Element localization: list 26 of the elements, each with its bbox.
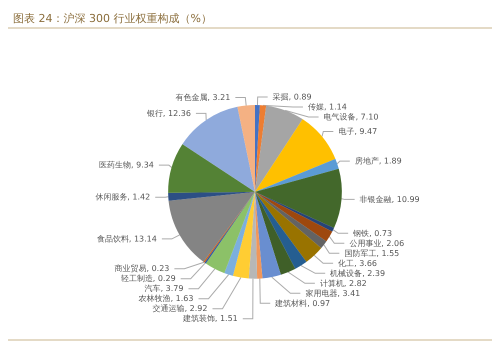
slice-label: 房地产, 1.89 — [354, 156, 402, 166]
slice-label: 食品饮料, 13.14 — [96, 234, 157, 244]
slice-label: 家用电器, 3.41 — [305, 288, 360, 298]
slice-label: 机械设备, 2.39 — [330, 268, 386, 278]
slice-label: 采掘, 0.89 — [272, 92, 312, 102]
slice-label: 休闲服务, 1.42 — [95, 192, 150, 202]
slice-label: 非银金融, 10.99 — [360, 194, 420, 204]
slice-label: 建筑材料, 0.97 — [274, 298, 330, 308]
slice-label: 医药生物, 9.34 — [98, 160, 154, 170]
slice-label: 农林牧渔, 1.63 — [138, 294, 194, 304]
slice-label: 银行, 12.36 — [146, 108, 191, 118]
slice-label: 传媒, 1.14 — [308, 102, 347, 112]
slice-label: 商业贸易, 0.23 — [114, 264, 170, 274]
slice-label: 计算机, 2.82 — [320, 278, 367, 288]
slice-label: 有色金属, 3.21 — [175, 92, 230, 102]
slice-label: 公用事业, 2.06 — [349, 238, 404, 248]
slice-label: 轻工制造, 0.29 — [120, 274, 176, 284]
slice-label: 交通运输, 2.92 — [152, 304, 208, 314]
slice-label: 建筑装饰, 1.51 — [182, 314, 238, 324]
slice-label: 钢铁, 0.73 — [352, 228, 392, 238]
chart-title: 图表 24：沪深 300 行业权重构成（%） — [13, 12, 212, 25]
slice-label: 国防军工, 1.55 — [344, 248, 400, 258]
slice-label: 电气设备, 7.10 — [324, 112, 378, 122]
slice-label: 化工, 3.66 — [338, 258, 378, 268]
slice-label: 电子, 9.47 — [338, 126, 378, 136]
slice-label: 汽车, 3.79 — [144, 284, 184, 294]
